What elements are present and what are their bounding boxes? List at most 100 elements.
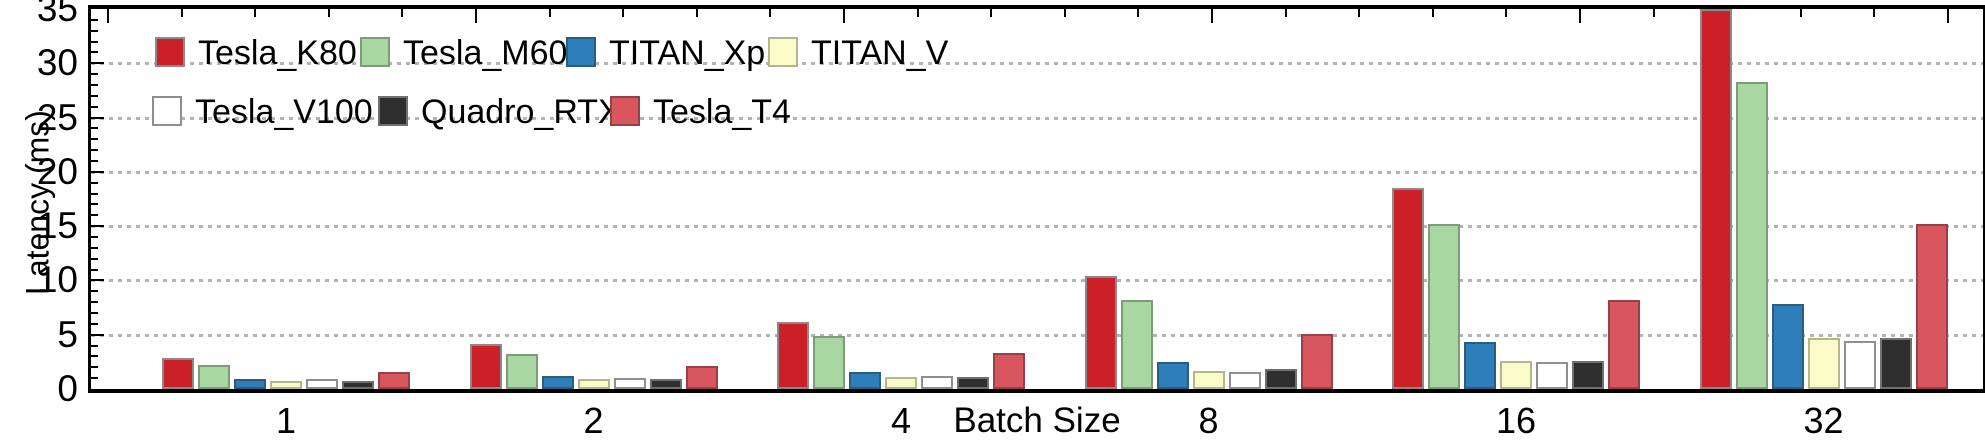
y-tick-label-5: 5 bbox=[57, 313, 78, 355]
bar-Tesla_V100-batch-4 bbox=[921, 376, 953, 389]
y-major-tick bbox=[91, 225, 104, 228]
x-minor-tick bbox=[254, 9, 257, 17]
legend-swatch-Tesla_T4 bbox=[610, 96, 640, 126]
y-minor-tick bbox=[91, 236, 98, 238]
legend-label-Tesla_V100: Tesla_V100 bbox=[195, 93, 373, 131]
x-minor-tick bbox=[1284, 9, 1287, 17]
y-tick-label-10: 10 bbox=[36, 259, 78, 301]
legend-swatch-Tesla_K80 bbox=[155, 37, 185, 67]
y-minor-tick bbox=[91, 344, 98, 347]
y-minor-tick bbox=[91, 322, 98, 325]
legend-swatch-Tesla_M60 bbox=[360, 37, 390, 67]
x-major-tick bbox=[843, 9, 845, 23]
bar-TITAN_V-batch-8 bbox=[1192, 371, 1225, 389]
x-minor-tick bbox=[695, 9, 698, 17]
y-minor-tick bbox=[91, 257, 98, 260]
bar-Quadro_RTX-batch-1 bbox=[342, 381, 374, 389]
bar-TITAN_Xp-batch-32 bbox=[1771, 304, 1804, 389]
x-minor-tick bbox=[1652, 9, 1655, 17]
y-major-tick bbox=[91, 279, 104, 282]
bar-Tesla_M60-batch-32 bbox=[1735, 82, 1768, 389]
x-major-tick bbox=[1947, 9, 1949, 23]
bar-Quadro_RTX-batch-4 bbox=[957, 377, 989, 389]
legend-label-Tesla_M60: Tesla_M60 bbox=[403, 34, 568, 72]
gridline-10 bbox=[91, 279, 1983, 283]
x-minor-tick bbox=[1505, 9, 1508, 17]
y-major-tick bbox=[91, 116, 104, 119]
x-minor-tick bbox=[1358, 9, 1361, 17]
bar-Tesla_V100-batch-16 bbox=[1536, 362, 1568, 389]
bar-Tesla_T4-batch-8 bbox=[1300, 334, 1333, 389]
y-minor-tick bbox=[91, 214, 98, 217]
bar-TITAN_V-batch-4 bbox=[885, 377, 917, 389]
x-minor-tick bbox=[401, 9, 404, 17]
y-minor-tick bbox=[91, 192, 98, 195]
bar-Tesla_K80-batch-2 bbox=[469, 344, 502, 389]
legend-swatch-TITAN_Xp bbox=[566, 37, 596, 67]
y-tick-label-15: 15 bbox=[36, 205, 78, 247]
x-minor-tick bbox=[180, 9, 183, 17]
y-minor-tick bbox=[91, 160, 98, 162]
y-minor-tick bbox=[91, 94, 98, 97]
x-minor-tick bbox=[1137, 9, 1140, 17]
x-tick-label-32: 32 bbox=[1803, 400, 1844, 441]
x-tick-label-8: 8 bbox=[1198, 400, 1219, 441]
y-tick-label-20: 20 bbox=[36, 150, 78, 192]
y-major-tick bbox=[91, 170, 104, 173]
bar-Tesla_K80-batch-4 bbox=[777, 322, 809, 389]
bar-Tesla_K80-batch-1 bbox=[162, 358, 194, 389]
y-minor-tick bbox=[91, 84, 98, 86]
y-minor-tick bbox=[91, 312, 98, 314]
gridline-5 bbox=[91, 333, 1983, 337]
legend-label-Tesla_K80: Tesla_K80 bbox=[198, 34, 357, 72]
legend-label-TITAN_V: TITAN_V bbox=[811, 34, 949, 72]
bar-Tesla_T4-batch-1 bbox=[378, 372, 410, 389]
y-minor-tick bbox=[91, 203, 98, 206]
y-minor-tick bbox=[91, 355, 98, 358]
y-major-tick bbox=[91, 333, 104, 336]
x-major-tick bbox=[1579, 9, 1581, 23]
x-major-tick bbox=[1211, 9, 1213, 23]
y-minor-tick bbox=[91, 29, 98, 32]
y-minor-tick bbox=[91, 105, 98, 108]
x-tick-label-2: 2 bbox=[583, 400, 604, 441]
bar-Quadro_RTX-batch-2 bbox=[649, 379, 682, 389]
x-minor-tick bbox=[327, 9, 330, 17]
y-minor-tick bbox=[91, 377, 98, 380]
y-minor-tick bbox=[91, 268, 98, 271]
bar-TITAN_Xp-batch-4 bbox=[849, 372, 881, 389]
bar-TITAN_V-batch-16 bbox=[1500, 361, 1532, 389]
bar-Tesla_T4-batch-16 bbox=[1608, 300, 1640, 389]
x-major-tick bbox=[475, 9, 477, 23]
bar-Tesla_T4-batch-2 bbox=[685, 366, 718, 389]
plot-area bbox=[88, 5, 1985, 393]
y-minor-tick bbox=[91, 246, 98, 249]
gridline-20 bbox=[91, 170, 1983, 174]
x-major-tick bbox=[107, 9, 109, 23]
x-minor-tick bbox=[1063, 9, 1066, 17]
y-minor-tick bbox=[91, 51, 98, 54]
x-minor-tick bbox=[769, 9, 772, 17]
x-minor-tick bbox=[1431, 9, 1434, 17]
bar-Quadro_RTX-batch-16 bbox=[1572, 361, 1604, 389]
x-minor-tick bbox=[548, 9, 551, 17]
y-tick-label-35: 35 bbox=[36, 0, 78, 29]
y-major-tick bbox=[91, 62, 104, 65]
bar-TITAN_Xp-batch-16 bbox=[1464, 342, 1496, 389]
bar-TITAN_V-batch-2 bbox=[577, 379, 610, 389]
x-minor-tick bbox=[916, 9, 919, 17]
y-minor-tick bbox=[91, 301, 98, 304]
legend-swatch-Quadro_RTX bbox=[378, 96, 408, 126]
bar-Tesla_M60-batch-16 bbox=[1428, 224, 1460, 389]
x-minor-tick bbox=[622, 9, 625, 17]
y-tick-label-30: 30 bbox=[36, 42, 78, 84]
bar-Tesla_T4-batch-4 bbox=[993, 353, 1025, 389]
legend-label-Tesla_T4: Tesla_T4 bbox=[653, 93, 791, 131]
y-minor-tick bbox=[91, 290, 98, 293]
bar-Tesla_V100-batch-32 bbox=[1843, 341, 1876, 389]
y-tick-label-25: 25 bbox=[36, 96, 78, 138]
bar-Tesla_V100-batch-1 bbox=[306, 379, 338, 389]
bar-Quadro_RTX-batch-32 bbox=[1879, 338, 1912, 389]
gridline-15 bbox=[91, 225, 1983, 229]
